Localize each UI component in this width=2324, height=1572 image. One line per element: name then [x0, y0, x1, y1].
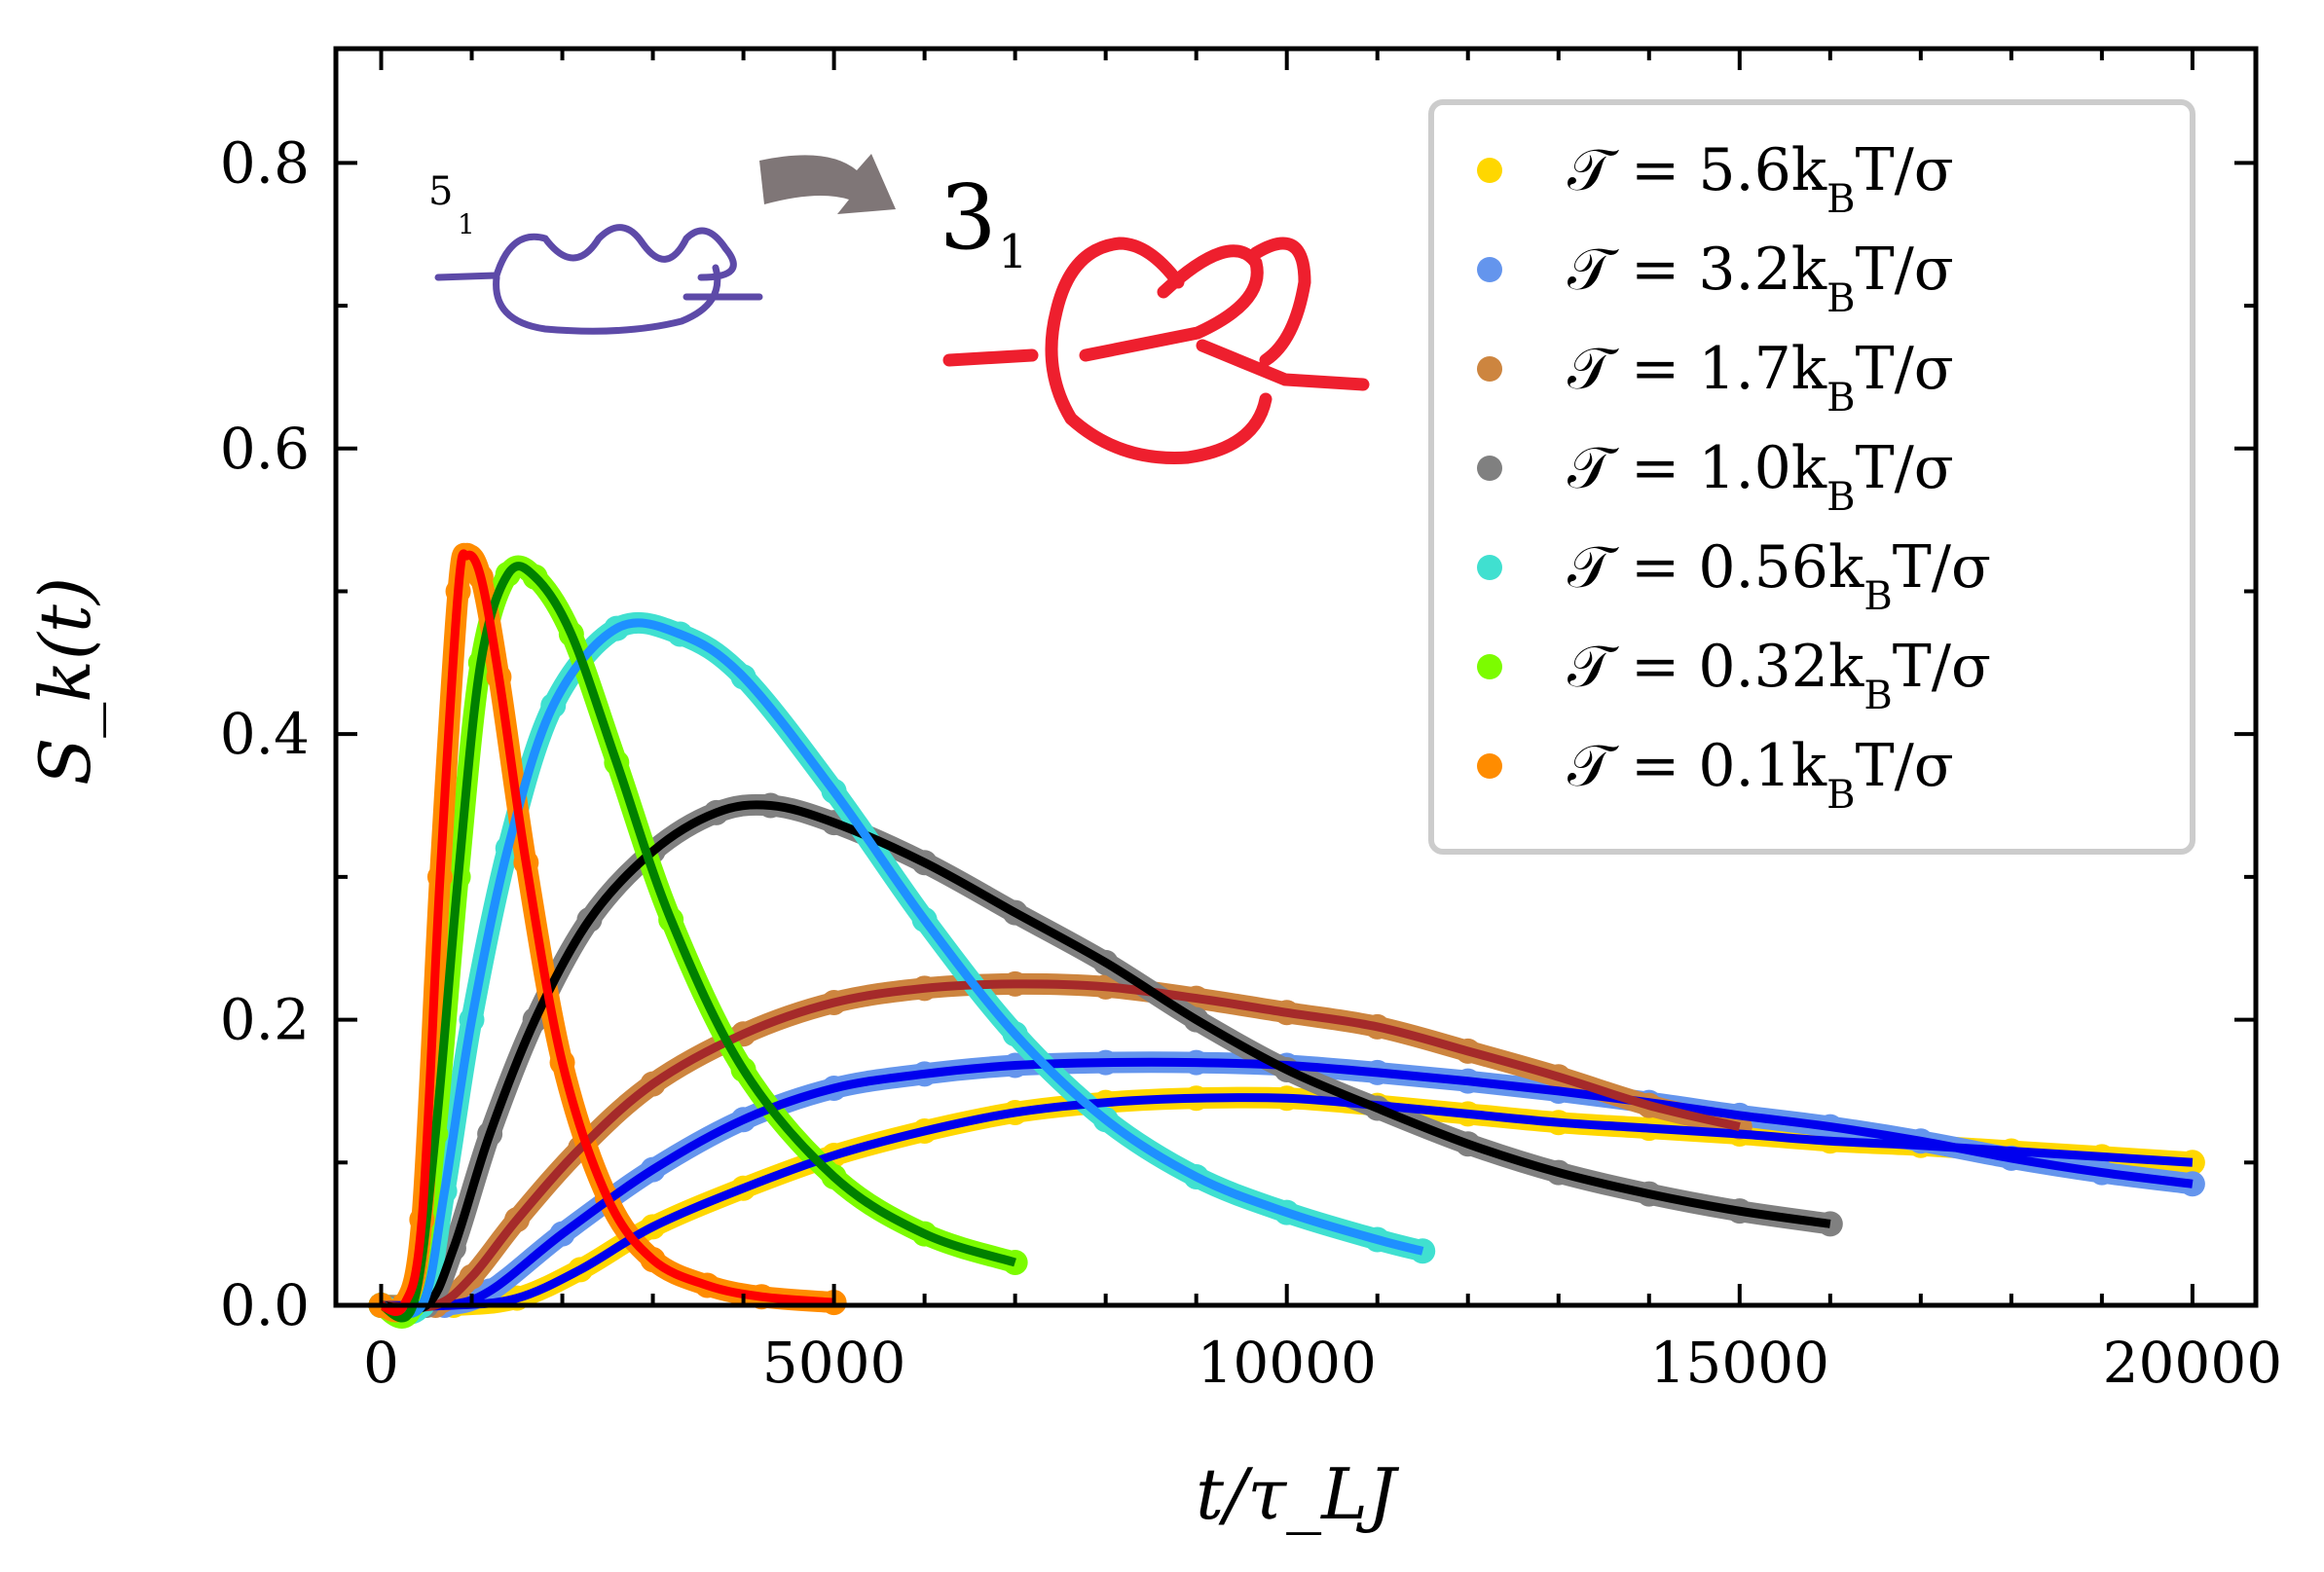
x-tick-label: 15000 [1650, 1330, 1830, 1396]
axis-ticks [336, 49, 2256, 1307]
legend-entry: 𝒯 = 0.1kBT/σ [1477, 732, 1954, 818]
knot-inset: 5 1 3 1 [428, 154, 1370, 464]
legend-entry: 𝒯 = 0.56kBT/σ [1477, 533, 1991, 619]
x-axis-tick-labels: 0 5000 10000 15000 20000 [363, 1330, 2282, 1396]
legend-label: 𝒯 = 0.56kBT/σ [1568, 533, 1991, 619]
knot-from-subscript: 1 [458, 208, 475, 240]
legend: 𝒯 = 5.6kBT/σ 𝒯 = 3.2kBT/σ 𝒯 = 1.7kBT/σ 𝒯… [1428, 99, 2195, 855]
legend-entry: 𝒯 = 0.32kBT/σ [1477, 633, 1991, 718]
legend-marker [1477, 555, 1502, 580]
y-tick-label: 0.0 [220, 1272, 310, 1338]
legend-label: 𝒯 = 1.0kBT/σ [1568, 434, 1954, 520]
x-axis-label: t/τ_LJ [1196, 1453, 1400, 1535]
legend-box [1428, 99, 2195, 855]
y-tick-label: 0.6 [220, 416, 310, 482]
knot-3-1-icon [942, 237, 1370, 464]
legend-marker [1477, 356, 1502, 382]
legend-marker [1477, 753, 1502, 779]
arrow-icon [759, 154, 896, 214]
series-fit-line [381, 979, 1741, 1312]
legend-entry: 𝒯 = 1.7kBT/σ [1477, 335, 1954, 420]
knot-to-label: 3 [940, 165, 997, 270]
data-point [1817, 1211, 1843, 1237]
plot-frame [333, 46, 2259, 1308]
legend-entry: 𝒯 = 5.6kBT/σ [1477, 136, 1954, 222]
series-fit-line [381, 800, 1831, 1314]
y-tick-label: 0.2 [220, 987, 310, 1053]
legend-entry: 𝒯 = 1.0kBT/σ [1477, 434, 1954, 520]
legend-label: 𝒯 = 0.1kBT/σ [1568, 732, 1954, 818]
series-fit-line [381, 1057, 2194, 1311]
series-fit-line [379, 562, 1016, 1323]
legend-label: 𝒯 = 5.6kBT/σ [1568, 136, 1954, 222]
y-axis-label: S_k(t) [24, 577, 106, 786]
legend-label: 𝒯 = 1.7kBT/σ [1568, 335, 1954, 420]
series-fit-line [380, 618, 1424, 1319]
knot-from-label: 5 [428, 169, 453, 214]
x-tick-label: 20000 [2103, 1330, 2283, 1396]
knot-to-subscript: 1 [998, 225, 1028, 279]
legend-marker [1477, 158, 1502, 183]
y-tick-label: 0.4 [220, 701, 310, 767]
x-tick-label: 10000 [1197, 1330, 1377, 1396]
y-tick-label: 0.8 [220, 129, 310, 196]
legend-marker [1477, 257, 1502, 282]
data-series-layer [368, 542, 2205, 1329]
data-point [1410, 1238, 1436, 1264]
legend-label: 𝒯 = 0.32kBT/σ [1568, 633, 1991, 718]
legend-marker [1477, 654, 1502, 679]
y-axis-tick-labels: 0.0 0.2 0.4 0.6 0.8 [220, 129, 310, 1338]
x-tick-label: 0 [363, 1330, 399, 1396]
series-fit-line [380, 549, 834, 1316]
legend-entry: 𝒯 = 3.2kBT/σ [1477, 236, 1954, 321]
legend-label: 𝒯 = 3.2kBT/σ [1568, 236, 1954, 321]
legend-marker [1477, 456, 1502, 481]
x-tick-label: 5000 [762, 1330, 906, 1396]
knot-5-1-icon [434, 224, 763, 335]
